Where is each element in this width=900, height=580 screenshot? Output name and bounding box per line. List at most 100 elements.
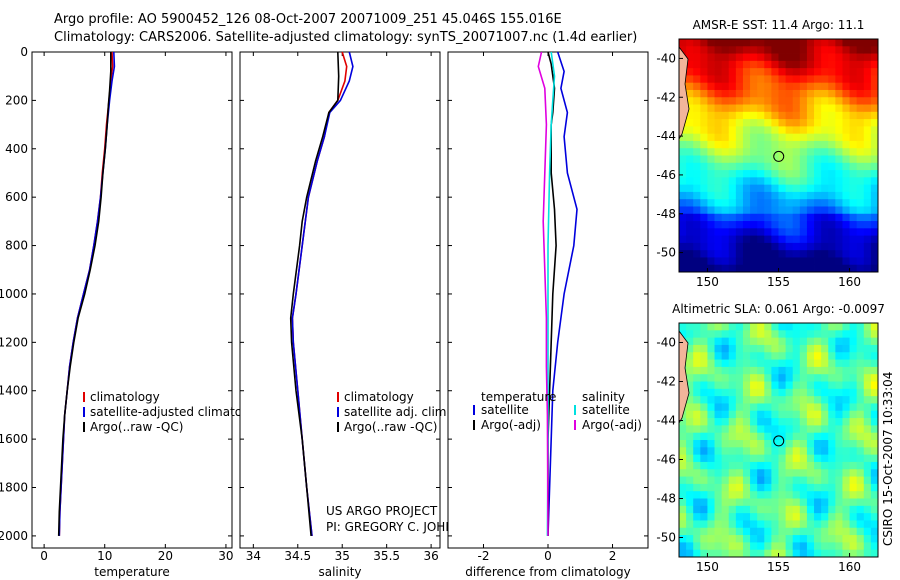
sla_map-cell (799, 461, 808, 470)
sla_map-cell (785, 366, 794, 375)
sst_map-cell (806, 170, 815, 178)
sla_map-cell (714, 410, 723, 419)
sst_map-cell (771, 39, 779, 47)
sst_map-cell (856, 213, 865, 222)
sst_map-cell (849, 221, 858, 229)
sla_map-cell (849, 418, 858, 426)
sla_map-cell (735, 483, 744, 492)
sla_map-cell (785, 520, 794, 529)
sst_map-cell (828, 111, 836, 120)
sst_map-cell (742, 177, 751, 186)
sst_map-cell (799, 119, 808, 127)
sla_map-cell (792, 527, 801, 536)
sst_map-cell (721, 39, 730, 47)
sla_map-cell (849, 498, 858, 507)
sst_map-cell (707, 235, 715, 244)
sla_map-cell (806, 440, 815, 448)
sst_map-cell (778, 60, 787, 69)
sla_map-cell (735, 374, 744, 382)
sst_map-cell (835, 133, 843, 142)
sst_map-cell (828, 162, 836, 171)
sla_map-cell (686, 410, 694, 419)
sst_map-cell (771, 68, 779, 76)
sla_map-cell (849, 535, 858, 543)
sla_map-cell (679, 454, 687, 463)
sst_map-cell (842, 250, 850, 258)
sla_map-cell (707, 461, 715, 470)
sst_map-xtick-label: 150 (696, 275, 719, 289)
sst_map-cell (870, 104, 879, 113)
credit-pi: PI: GREGORY C. JOHNSON (326, 520, 480, 534)
sst_map-cell (728, 250, 737, 258)
sst_map-cell (693, 126, 701, 135)
sla_map-cell (849, 366, 858, 375)
sla_map-cell (721, 469, 730, 477)
sst_map-cell (778, 148, 787, 156)
sst_map-cell (863, 140, 872, 149)
sst_map-cell (863, 97, 872, 105)
sla_map-cell (721, 344, 730, 353)
sst_map-cell (707, 162, 715, 171)
sst_map-cell (721, 242, 730, 251)
sla_map-cell (856, 323, 865, 331)
sst_map-cell (842, 46, 850, 54)
sla_map-cell (679, 549, 687, 558)
sst_map-cell (735, 250, 744, 258)
sst_map-cell (785, 53, 794, 62)
sst_map-cell (700, 162, 708, 171)
sla_map-cell (849, 520, 858, 529)
sst_map-cell (856, 68, 865, 76)
sst_map-cell (757, 133, 765, 142)
sla_map-cell (778, 483, 787, 492)
sst_map-cell (757, 235, 765, 244)
sla_map-cell (750, 388, 758, 397)
sla_map-cell (707, 352, 715, 360)
sst_map-cell (835, 264, 843, 273)
sla_map-cell (764, 542, 772, 551)
sst_map-cell (842, 213, 850, 222)
sla_map-cell (778, 527, 787, 536)
sla_map-cell (693, 520, 701, 529)
sst_map-cell (778, 89, 787, 98)
sst_map-cell (870, 235, 879, 244)
sst_map-cell (679, 140, 687, 149)
sst_map-cell (821, 39, 829, 47)
sst_map-cell (835, 155, 843, 164)
sla_map-cell (757, 469, 765, 477)
sst_map-cell (856, 82, 865, 91)
sst_map-cell (757, 39, 765, 47)
sla_map-cell (856, 513, 865, 521)
sla_map-cell (842, 447, 850, 456)
sst_map-cell (863, 111, 872, 120)
sla_map-cell (721, 461, 730, 470)
sst_map-cell (728, 170, 737, 178)
sst_map-cell (721, 46, 730, 54)
sst_map-cell (828, 97, 836, 105)
salinity-legend-label: Argo(..raw -QC) (344, 420, 437, 434)
temperature-ytick-label: 600 (5, 190, 28, 204)
sst_map-cell (750, 235, 758, 244)
sst_map-cell (835, 148, 843, 156)
sla_map-cell (742, 418, 751, 426)
sst_map-cell (814, 104, 822, 113)
sla_map-cell (785, 396, 794, 404)
sst_map-cell (721, 184, 730, 193)
sst_map-cell (757, 111, 765, 120)
sst_map-cell (778, 97, 787, 105)
sst_map-cell (757, 162, 765, 171)
sst_map-cell (870, 213, 879, 222)
sst_map-cell (679, 177, 687, 186)
sla_map-cell (771, 381, 779, 390)
sla_map-cell (870, 323, 879, 331)
sst_map-cell (856, 257, 865, 266)
sst_map-cell (757, 264, 765, 273)
sla_map-cell (835, 388, 843, 397)
sla_map-cell (799, 432, 808, 441)
sst_map-cell (764, 235, 772, 244)
sla_map-cell (728, 374, 737, 382)
sla_map-cell (835, 527, 843, 536)
sst_map-cell (821, 221, 829, 229)
sla_map-cell (742, 535, 751, 543)
sla_map-cell (863, 381, 872, 390)
sla_map-cell (686, 388, 694, 397)
